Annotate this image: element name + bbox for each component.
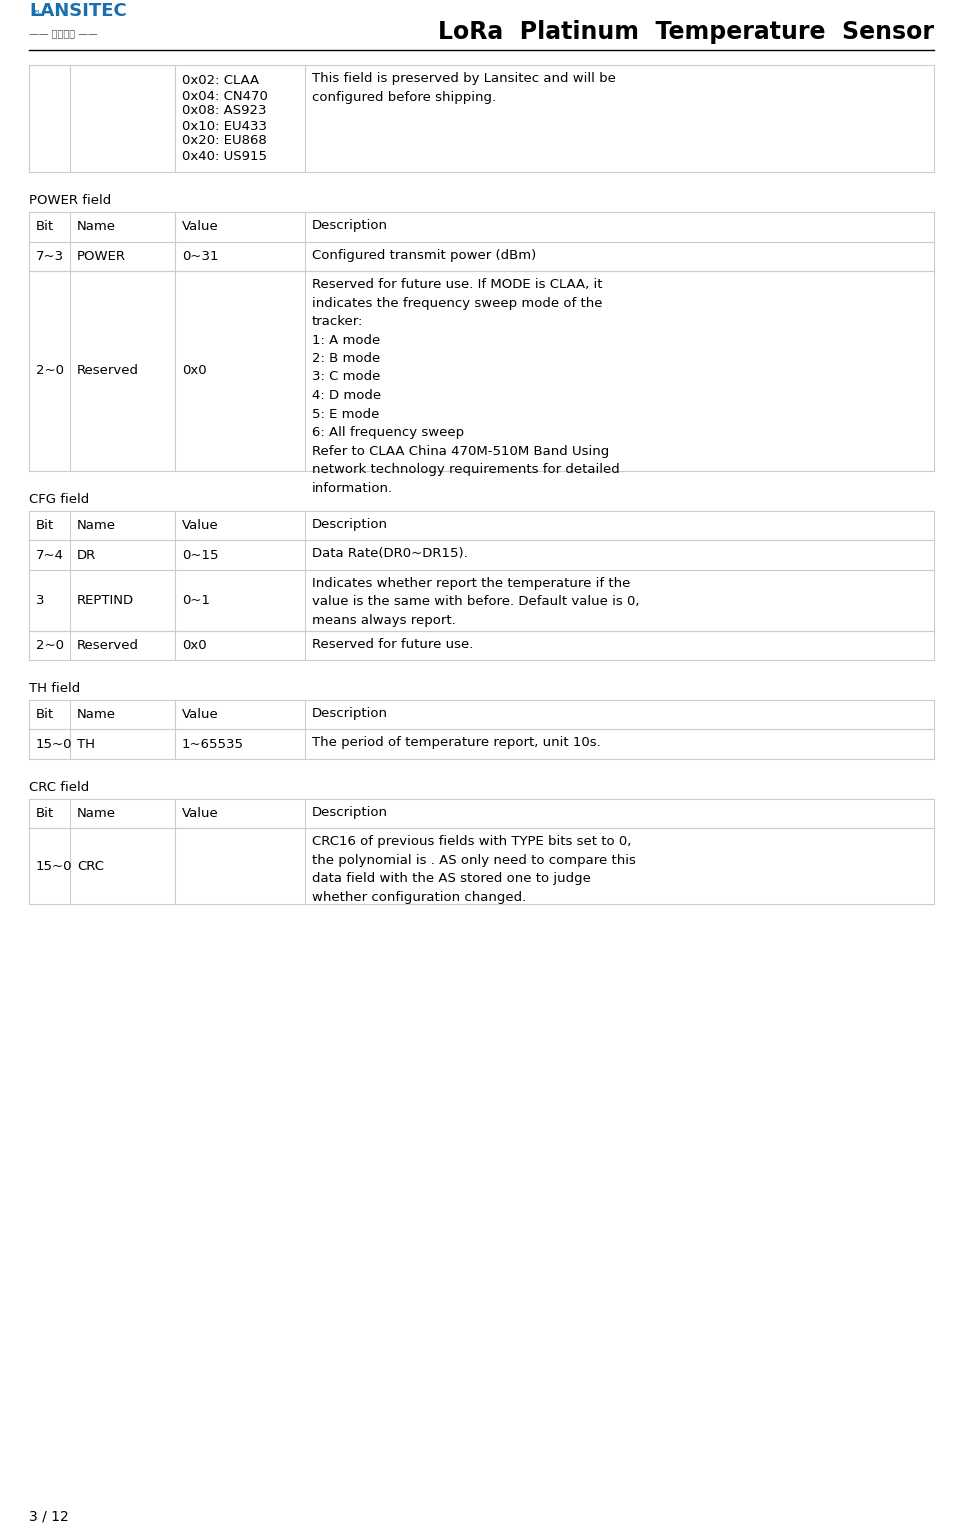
Text: Name: Name xyxy=(77,708,116,721)
Text: Reserved: Reserved xyxy=(77,638,139,652)
Text: LANSITEC: LANSITEC xyxy=(29,2,127,20)
Text: 0x02: CLAA
0x04: CN470
0x08: AS923
0x10: EU433
0x20: EU868
0x40: US915: 0x02: CLAA 0x04: CN470 0x08: AS923 0x10:… xyxy=(182,75,268,162)
Text: Reserved: Reserved xyxy=(77,364,139,378)
Text: Indicates whether report the temperature if the
value is the same with before. D: Indicates whether report the temperature… xyxy=(312,577,639,627)
Text: CRC field: CRC field xyxy=(29,780,90,794)
Text: Value: Value xyxy=(182,708,219,721)
Text: The period of temperature report, unit 10s.: The period of temperature report, unit 1… xyxy=(312,736,601,750)
Text: ™: ™ xyxy=(29,11,40,20)
Text: Description: Description xyxy=(312,219,388,233)
Text: LoRa  Platinum  Temperature  Sensor: LoRa Platinum Temperature Sensor xyxy=(438,20,934,44)
Text: Reserved for future use. If MODE is CLAA, it
indicates the frequency sweep mode : Reserved for future use. If MODE is CLAA… xyxy=(312,278,620,494)
Text: TH: TH xyxy=(77,737,95,751)
Text: 0x0: 0x0 xyxy=(182,364,207,378)
Text: This field is preserved by Lansitec and will be
configured before shipping.: This field is preserved by Lansitec and … xyxy=(312,72,616,104)
Text: Name: Name xyxy=(77,220,116,233)
Text: Description: Description xyxy=(312,707,388,721)
Text: Bit: Bit xyxy=(36,708,54,721)
Text: Bit: Bit xyxy=(36,808,54,820)
Text: 0~15: 0~15 xyxy=(182,549,219,562)
Text: 3 / 12: 3 / 12 xyxy=(29,1510,68,1524)
Text: REPTIND: REPTIND xyxy=(77,594,134,607)
Text: CRC16 of previous fields with TYPE bits set to 0,
the polynomial is . AS only ne: CRC16 of previous fields with TYPE bits … xyxy=(312,835,636,904)
Text: Reserved for future use.: Reserved for future use. xyxy=(312,638,474,650)
Text: POWER field: POWER field xyxy=(29,194,112,207)
Text: POWER: POWER xyxy=(77,249,126,263)
Text: 15~0: 15~0 xyxy=(36,737,72,751)
Text: 7~3: 7~3 xyxy=(36,249,65,263)
Text: CFG field: CFG field xyxy=(29,493,90,506)
Text: —— 远跳智能 ——: —— 远跳智能 —— xyxy=(29,28,98,38)
Text: 3: 3 xyxy=(36,594,44,607)
Text: 2~0: 2~0 xyxy=(36,364,64,378)
Text: CRC: CRC xyxy=(77,860,104,874)
Text: Value: Value xyxy=(182,519,219,532)
Text: Name: Name xyxy=(77,808,116,820)
Text: Value: Value xyxy=(182,808,219,820)
Text: 0~1: 0~1 xyxy=(182,594,210,607)
Text: Bit: Bit xyxy=(36,220,54,233)
Text: Data Rate(DR0~DR15).: Data Rate(DR0~DR15). xyxy=(312,548,468,560)
Text: DR: DR xyxy=(77,549,96,562)
Text: Configured transmit power (dBm): Configured transmit power (dBm) xyxy=(312,248,536,262)
Text: Bit: Bit xyxy=(36,519,54,532)
Text: 7~4: 7~4 xyxy=(36,549,64,562)
Text: Description: Description xyxy=(312,806,388,819)
Text: 2~0: 2~0 xyxy=(36,638,64,652)
Text: 15~0: 15~0 xyxy=(36,860,72,874)
Text: TH field: TH field xyxy=(29,682,80,695)
Text: 1~65535: 1~65535 xyxy=(182,737,244,751)
Text: Value: Value xyxy=(182,220,219,233)
Text: Description: Description xyxy=(312,519,388,531)
Text: 0x0: 0x0 xyxy=(182,638,207,652)
Text: Name: Name xyxy=(77,519,116,532)
Text: 0~31: 0~31 xyxy=(182,249,219,263)
